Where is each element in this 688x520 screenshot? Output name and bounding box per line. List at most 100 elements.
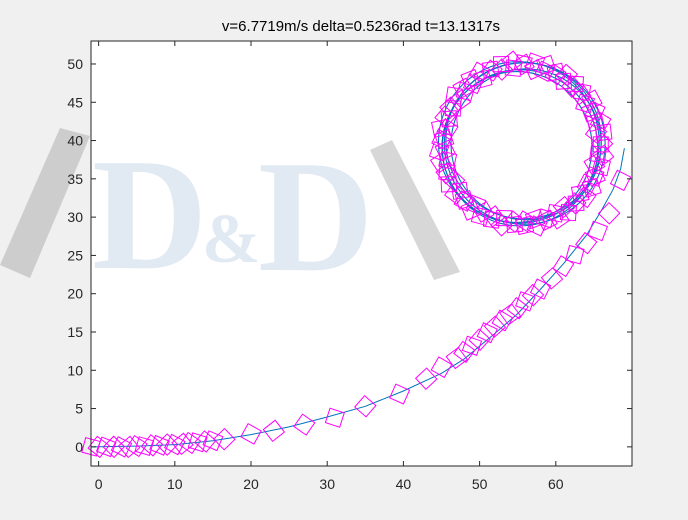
y-tick-label: 5 bbox=[75, 401, 83, 417]
watermark-logo: D & D bbox=[0, 125, 460, 305]
watermark-ampersand: & bbox=[202, 201, 260, 278]
y-tick-label: 25 bbox=[67, 247, 83, 263]
diamond-marker bbox=[583, 153, 606, 176]
diamond-marker bbox=[585, 112, 606, 133]
diamond-marker bbox=[512, 53, 535, 76]
y-tick-label: 45 bbox=[67, 94, 83, 110]
diamond-marker bbox=[482, 205, 506, 228]
diamond-marker bbox=[535, 54, 557, 76]
diamond-marker bbox=[590, 132, 614, 156]
data-layer bbox=[81, 50, 632, 459]
diamond-marker bbox=[430, 118, 450, 138]
diamond-marker bbox=[442, 169, 466, 192]
y-tick-label: 10 bbox=[67, 362, 83, 378]
diamond-marker bbox=[584, 100, 606, 122]
diamond-marker bbox=[490, 58, 514, 81]
diamond-marker bbox=[504, 59, 523, 77]
diamond-marker bbox=[453, 340, 476, 364]
diamond-marker bbox=[81, 437, 101, 457]
diamond-marker bbox=[589, 110, 612, 133]
diamond-marker bbox=[592, 136, 609, 153]
diamond-marker bbox=[140, 434, 164, 457]
diamond-marker bbox=[430, 356, 453, 379]
diamond-marker bbox=[440, 110, 458, 128]
diamond-marker bbox=[580, 101, 602, 123]
watermark-ruler-left bbox=[0, 128, 90, 278]
diamond-marker bbox=[472, 200, 495, 223]
diamond-marker bbox=[481, 60, 500, 79]
y-tick-label: 50 bbox=[67, 56, 83, 72]
diamond-marker bbox=[155, 433, 179, 456]
diamond-marker bbox=[87, 435, 110, 459]
diamond-marker bbox=[500, 50, 524, 73]
y-tick-label: 0 bbox=[75, 439, 83, 455]
diamond-marker bbox=[524, 52, 546, 73]
diamond-marker bbox=[468, 61, 491, 84]
diamond-marker bbox=[609, 169, 632, 192]
diamond-marker bbox=[589, 145, 607, 164]
x-tick-label: 30 bbox=[319, 476, 335, 492]
y-tick-label: 30 bbox=[67, 209, 83, 225]
diamond-marker bbox=[536, 209, 558, 232]
diamond-marker bbox=[435, 161, 458, 185]
diamond-marker bbox=[429, 151, 453, 174]
diamond-marker bbox=[428, 141, 450, 162]
diamond-marker bbox=[439, 96, 462, 119]
diamond-marker bbox=[438, 163, 456, 181]
diamond-marker bbox=[483, 315, 507, 338]
y-tick-label: 40 bbox=[67, 133, 83, 149]
diamond-marker bbox=[552, 195, 576, 219]
diamond-marker bbox=[495, 210, 513, 227]
diamond-marker bbox=[591, 156, 612, 177]
diamond-marker bbox=[354, 394, 377, 418]
diamond-marker bbox=[581, 177, 602, 198]
diamond-marker bbox=[178, 431, 202, 455]
diamond-marker bbox=[431, 128, 453, 151]
diamond-marker bbox=[521, 283, 545, 307]
diamond-marker bbox=[462, 73, 484, 95]
diamond-marker bbox=[493, 56, 510, 73]
diamond-marker bbox=[572, 82, 592, 102]
x-tick-label: 50 bbox=[472, 476, 488, 492]
diamond-marker bbox=[194, 430, 217, 453]
diamond-marker bbox=[476, 322, 498, 344]
diamond-marker bbox=[524, 208, 546, 230]
x-tick-label: 10 bbox=[167, 476, 183, 492]
diamond-marker bbox=[134, 436, 155, 456]
diamond-marker bbox=[445, 346, 468, 370]
diamond-marker bbox=[187, 432, 208, 453]
diamond-marker bbox=[293, 413, 316, 436]
x-tick-label: 0 bbox=[95, 476, 103, 492]
diamond-marker bbox=[560, 75, 584, 99]
diamond-marker bbox=[461, 335, 483, 356]
diamond-marker bbox=[414, 367, 438, 391]
diamond-marker bbox=[324, 407, 345, 428]
diamond-marker bbox=[506, 297, 529, 320]
diamond-marker bbox=[102, 435, 126, 459]
watermark-ruler-right bbox=[370, 140, 460, 280]
diamond-marker bbox=[575, 231, 598, 255]
diamond-marker bbox=[202, 430, 224, 452]
diamond-marker bbox=[498, 303, 522, 326]
diamond-marker bbox=[552, 255, 575, 278]
diamond-marker bbox=[565, 244, 585, 265]
diamond-marker bbox=[529, 278, 552, 300]
diamond-marker bbox=[465, 194, 487, 216]
diamond-marker bbox=[473, 69, 493, 90]
diamond-marker bbox=[563, 192, 587, 215]
diamond-marker bbox=[468, 328, 491, 351]
diamond-marker bbox=[450, 181, 470, 200]
diamond-marker bbox=[526, 215, 548, 237]
diamond-marker bbox=[434, 139, 456, 161]
diamond-marker bbox=[584, 165, 606, 187]
orbit-loop bbox=[443, 62, 606, 225]
x-tick-label: 40 bbox=[396, 476, 412, 492]
y-tick-label: 35 bbox=[67, 171, 83, 187]
axes-area bbox=[91, 41, 632, 466]
diamond-marker bbox=[587, 220, 609, 242]
diamond-marker bbox=[95, 436, 117, 458]
diamond-marker bbox=[448, 89, 472, 112]
diamond-marker bbox=[125, 435, 148, 458]
